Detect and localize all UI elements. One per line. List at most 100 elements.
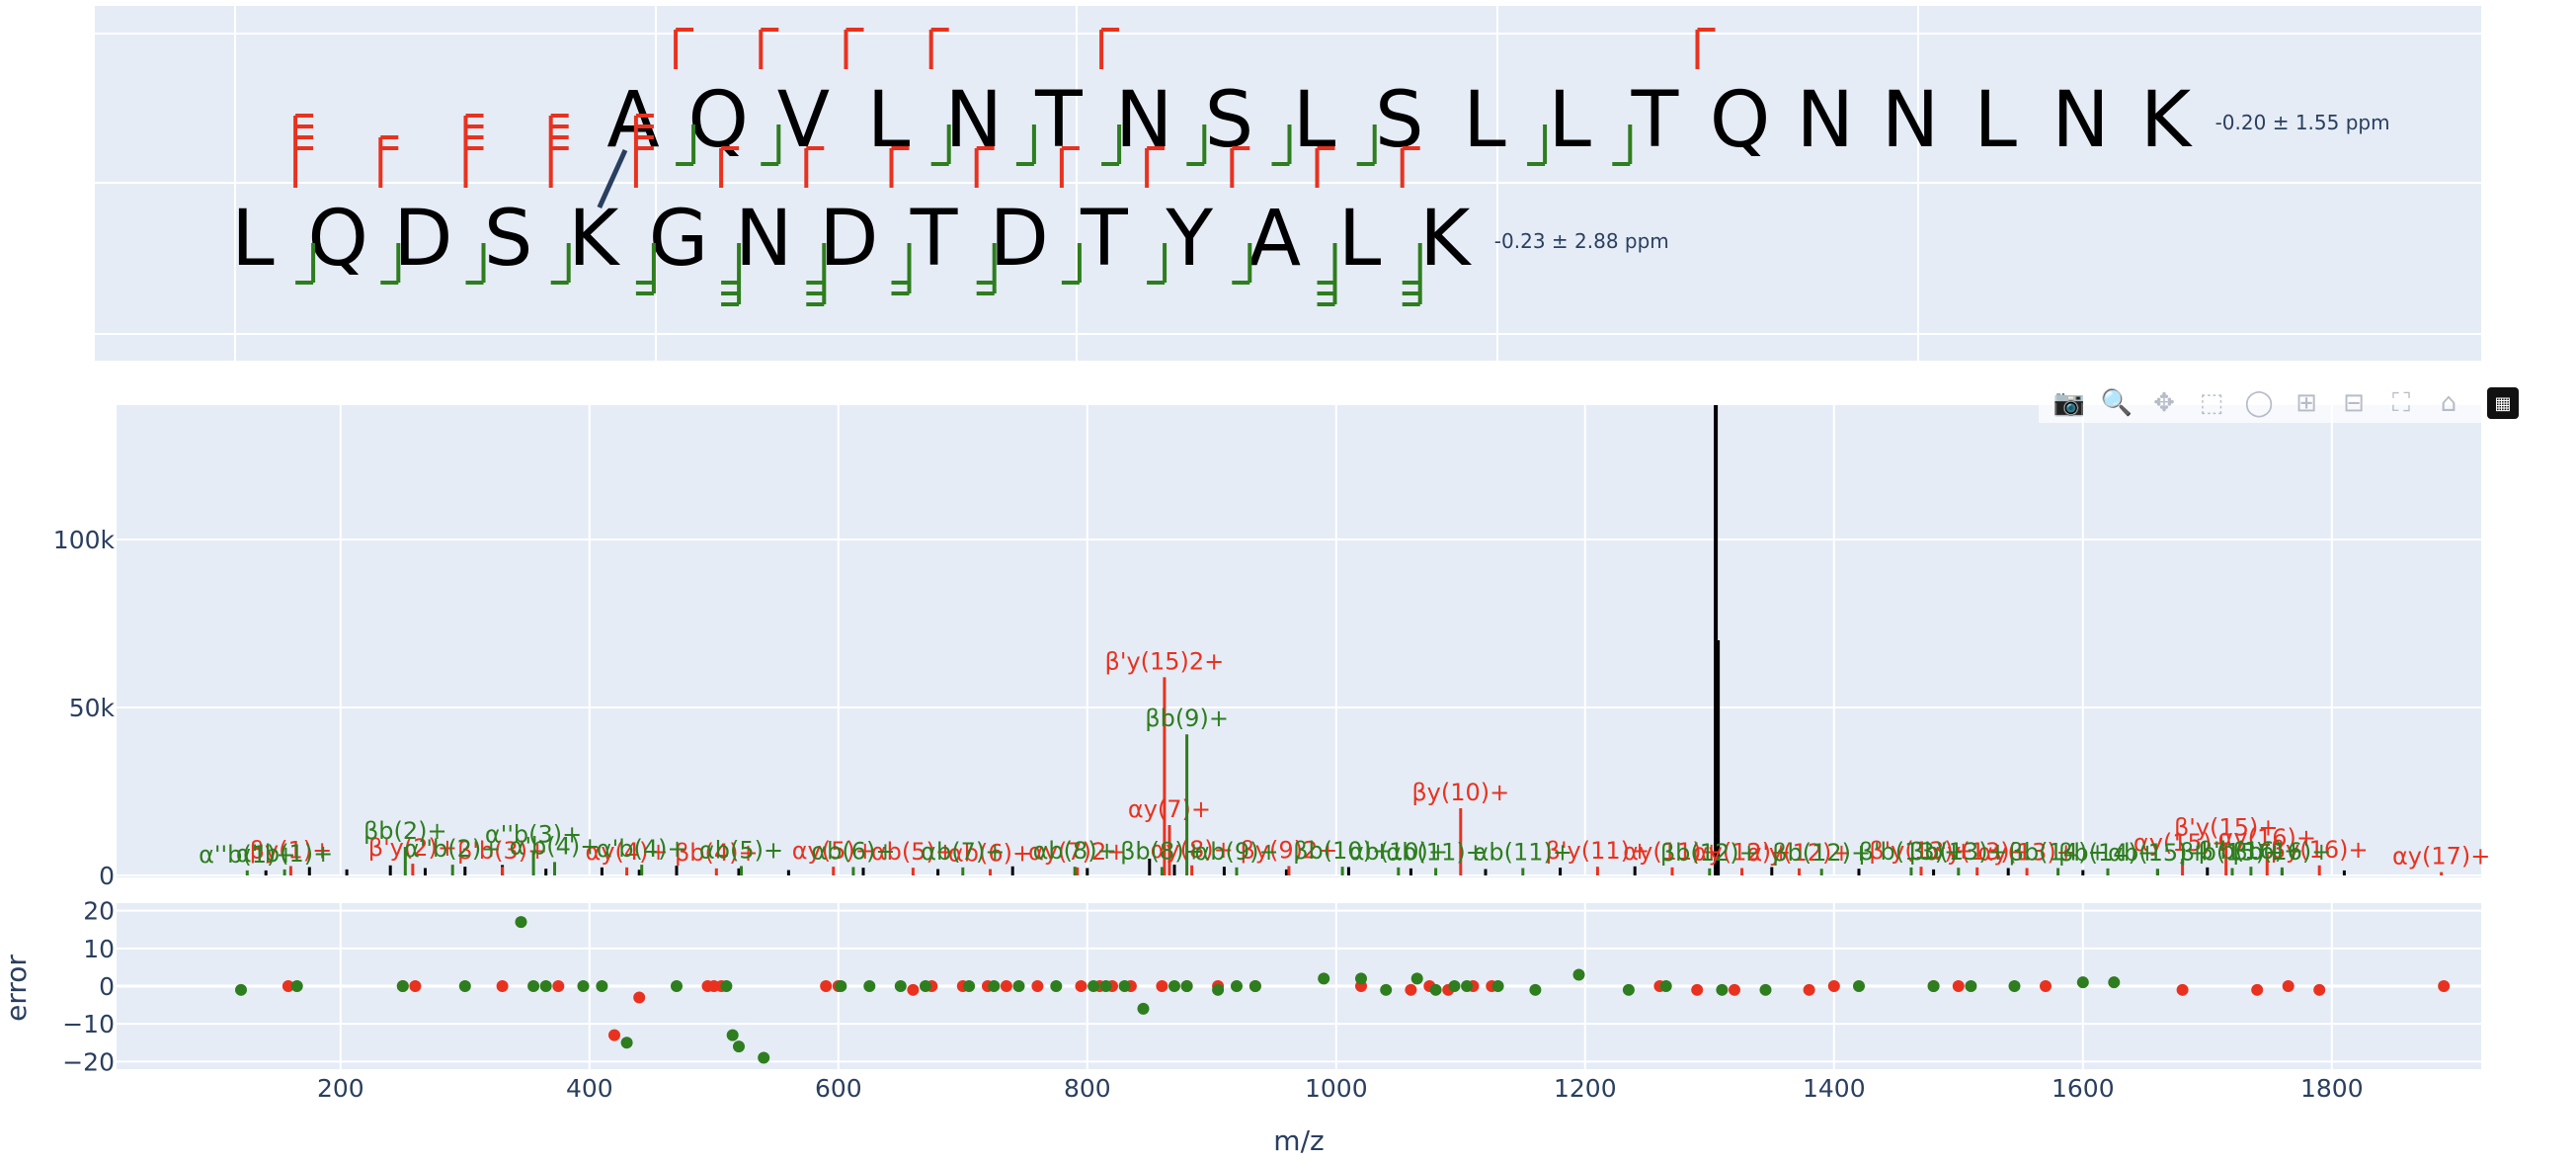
alpha-residue: L xyxy=(867,76,911,165)
beta-error-point xyxy=(1168,980,1180,992)
alpha-residue: N xyxy=(1797,76,1854,165)
alpha-residue: T xyxy=(1631,76,1679,165)
beta-error-point xyxy=(577,980,590,992)
beta-fragments-label: α''b(3)+ xyxy=(485,821,582,849)
beta-residue: Q xyxy=(307,195,367,284)
beta-error-point xyxy=(620,1037,633,1049)
beta-fragments-label: αb(8)+ xyxy=(1033,837,1117,865)
beta-error-point xyxy=(1659,980,1672,992)
alpha-error-point xyxy=(820,980,833,992)
error-y-tick-label: −20 xyxy=(62,1047,115,1076)
beta-residue: D xyxy=(819,195,878,284)
spectrum-y-tick-label: 100k xyxy=(53,526,116,554)
beta-error-point xyxy=(1716,983,1729,996)
alpha-fragments-label: αy(7)2+ xyxy=(1028,838,1126,866)
alpha-error-point xyxy=(2438,980,2451,992)
beta-fragments-label: β'b(16)+ xyxy=(2199,837,2304,865)
beta-error-point xyxy=(1137,1002,1150,1015)
x-tick-label: 200 xyxy=(317,1074,364,1103)
alpha-fragments-label: β'y(11)+ xyxy=(1546,837,1650,865)
spectrum-y-tick-label: 50k xyxy=(69,694,116,722)
zoom-out-icon[interactable]: ⊟ xyxy=(2343,388,2365,418)
alpha-fragments-label: αy(11)+ xyxy=(1623,838,1721,866)
plotly-logo-icon[interactable]: ▦ xyxy=(2487,387,2519,419)
beta-error-point xyxy=(1461,980,1474,992)
alpha-error-point xyxy=(633,991,646,1004)
lasso-icon[interactable]: ◯ xyxy=(2244,388,2274,418)
zoom-in-icon[interactable]: ⊞ xyxy=(2295,388,2317,418)
alpha-residue: N xyxy=(945,76,1003,165)
beta-residue: A xyxy=(1248,195,1301,284)
beta-fragments-label: α'b(4)+ xyxy=(510,832,601,860)
pan-icon[interactable]: ✥ xyxy=(2153,388,2175,418)
beta-residue: N xyxy=(735,195,792,284)
alpha-error-point xyxy=(2282,980,2294,992)
alpha-fragments-label: αy(15)+ xyxy=(2133,829,2231,857)
alpha-fragments-label: βy(16)+ xyxy=(2271,836,2369,864)
alpha-fragments-label: αy(7)+ xyxy=(1128,795,1211,823)
x-tick-label: 1600 xyxy=(2052,1074,2115,1103)
alpha-error-point xyxy=(2040,980,2052,992)
beta-error-point xyxy=(758,1051,770,1064)
beta-error-point xyxy=(988,980,1001,992)
alpha-fragments-label: α'y(13)+ xyxy=(1925,838,2030,866)
alpha-error-point xyxy=(1729,983,1740,996)
alpha-error-point xyxy=(1075,980,1087,992)
box-select-icon[interactable]: ⬚ xyxy=(2199,388,2224,418)
beta-fragments-label: βb(14)+ xyxy=(2009,839,2108,867)
alpha-fragments-label: βb(4)+ xyxy=(675,839,759,867)
reset-icon[interactable]: ⌂ xyxy=(2440,388,2457,418)
beta-error-point xyxy=(2008,980,2021,992)
alpha-residue: S xyxy=(1205,76,1254,165)
x-tick-label: 800 xyxy=(1064,1074,1111,1103)
alpha-error-point xyxy=(1691,983,1704,996)
alpha-fragments-label: β'y(13)+ xyxy=(1869,837,1973,865)
beta-residue: K xyxy=(1419,195,1472,284)
alpha-fragments-label: αb(5)+ xyxy=(871,838,955,866)
alpha-fragments-label: αy(13)+ xyxy=(1977,839,2075,867)
beta-residue: L xyxy=(231,195,275,284)
error-plot[interactable] xyxy=(117,903,2481,1069)
x-tick-label: 400 xyxy=(566,1074,613,1103)
beta-fragments-label: βb(14)+ xyxy=(2058,839,2157,867)
beta-error-point xyxy=(894,980,907,992)
autoscale-icon[interactable]: ⛶ xyxy=(2391,387,2411,418)
camera-icon[interactable]: 📷 xyxy=(2053,388,2086,418)
beta-error-point xyxy=(515,916,527,929)
beta-error-point xyxy=(1180,980,1193,992)
beta-error-point xyxy=(1318,972,1330,985)
beta-residue: T xyxy=(1080,195,1128,284)
beta-fragments-label: αb(15)+ xyxy=(2108,839,2207,867)
beta-fragments-label: αb(11)+ xyxy=(1386,839,1485,867)
beta-error-point xyxy=(733,1040,745,1053)
alpha-residue: N xyxy=(2052,76,2109,165)
zoom-icon[interactable]: 🔍 xyxy=(2100,388,2133,418)
alpha-fragments-label: αy(16)+ xyxy=(2218,824,2316,852)
alpha-fragments-label: α'y(12)+ xyxy=(1747,839,1852,867)
error-y-tick-label: −10 xyxy=(62,1010,115,1038)
beta-error-point xyxy=(527,980,540,992)
alpha-error-point xyxy=(2176,983,2189,996)
beta-error-point xyxy=(2076,976,2089,989)
alpha-residue: L xyxy=(1973,76,2017,165)
beta-error-point xyxy=(1759,983,1772,996)
error-y-tick-label: 20 xyxy=(83,897,115,926)
alpha-residue: S xyxy=(1375,76,1424,165)
x-tick-label: 1800 xyxy=(2300,1074,2364,1103)
beta-error-point xyxy=(1429,983,1442,996)
x-tick-label: 600 xyxy=(815,1074,862,1103)
beta-error-point xyxy=(2108,976,2121,989)
alpha-error-point xyxy=(1405,983,1417,996)
alpha-fragments-label: βy(10)+ xyxy=(1411,779,1509,806)
alpha-error-point xyxy=(1952,980,1965,992)
alpha-residue: A xyxy=(606,76,659,165)
beta-fragments-label: αb(10)+ xyxy=(1349,838,1448,866)
spectrum-y-tick-label: 0 xyxy=(99,862,115,890)
alpha-fragments-label: β'y(15)+ xyxy=(2174,814,2279,842)
beta-error-point xyxy=(1853,980,1865,992)
beta-fragments-label: βb(9)+ xyxy=(1145,705,1229,732)
spectrum-plot[interactable]: βy(1)+ β'y(2)+ β'b(3)+ αy(4)+ βb(4)+ αy(5)+αb… xyxy=(117,405,2490,877)
crosslink-line xyxy=(597,148,628,209)
beta-error-point xyxy=(235,983,247,996)
